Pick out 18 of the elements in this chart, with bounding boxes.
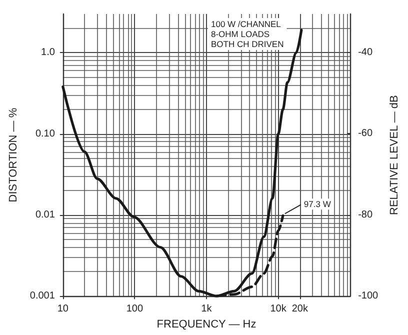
x-axis-title: FREQUENCY — Hz bbox=[156, 318, 256, 330]
x-tick-label: 1k bbox=[201, 304, 213, 315]
y2-tick-label: -60 bbox=[358, 128, 373, 140]
y-tick-label: 0.01 bbox=[35, 209, 56, 220]
y2-tick-label: -80 bbox=[358, 209, 373, 220]
annotation: 100 W /CHANNEL 8-OHM LOADS BOTH CH DRIVEN bbox=[211, 19, 284, 49]
y-tick-label: 0.001 bbox=[30, 290, 56, 302]
x-tick-label: 100 bbox=[126, 304, 144, 315]
annotation: 97.3 W bbox=[304, 199, 331, 210]
y2-axis-title: RELATIVE LEVEL — dB bbox=[388, 95, 400, 215]
x-tick-label: 10k bbox=[270, 304, 288, 315]
y-axis-title: DISTORTION — % bbox=[8, 108, 20, 202]
x-tick-label: 10 bbox=[57, 304, 69, 315]
y2-tick-label: -40 bbox=[358, 47, 373, 58]
y-tick-label: 0.10 bbox=[35, 128, 56, 140]
x-tick-label: 20k bbox=[292, 304, 309, 315]
y2-tick-label: -100 bbox=[358, 290, 379, 302]
y-tick-label: 1.0 bbox=[41, 47, 56, 58]
